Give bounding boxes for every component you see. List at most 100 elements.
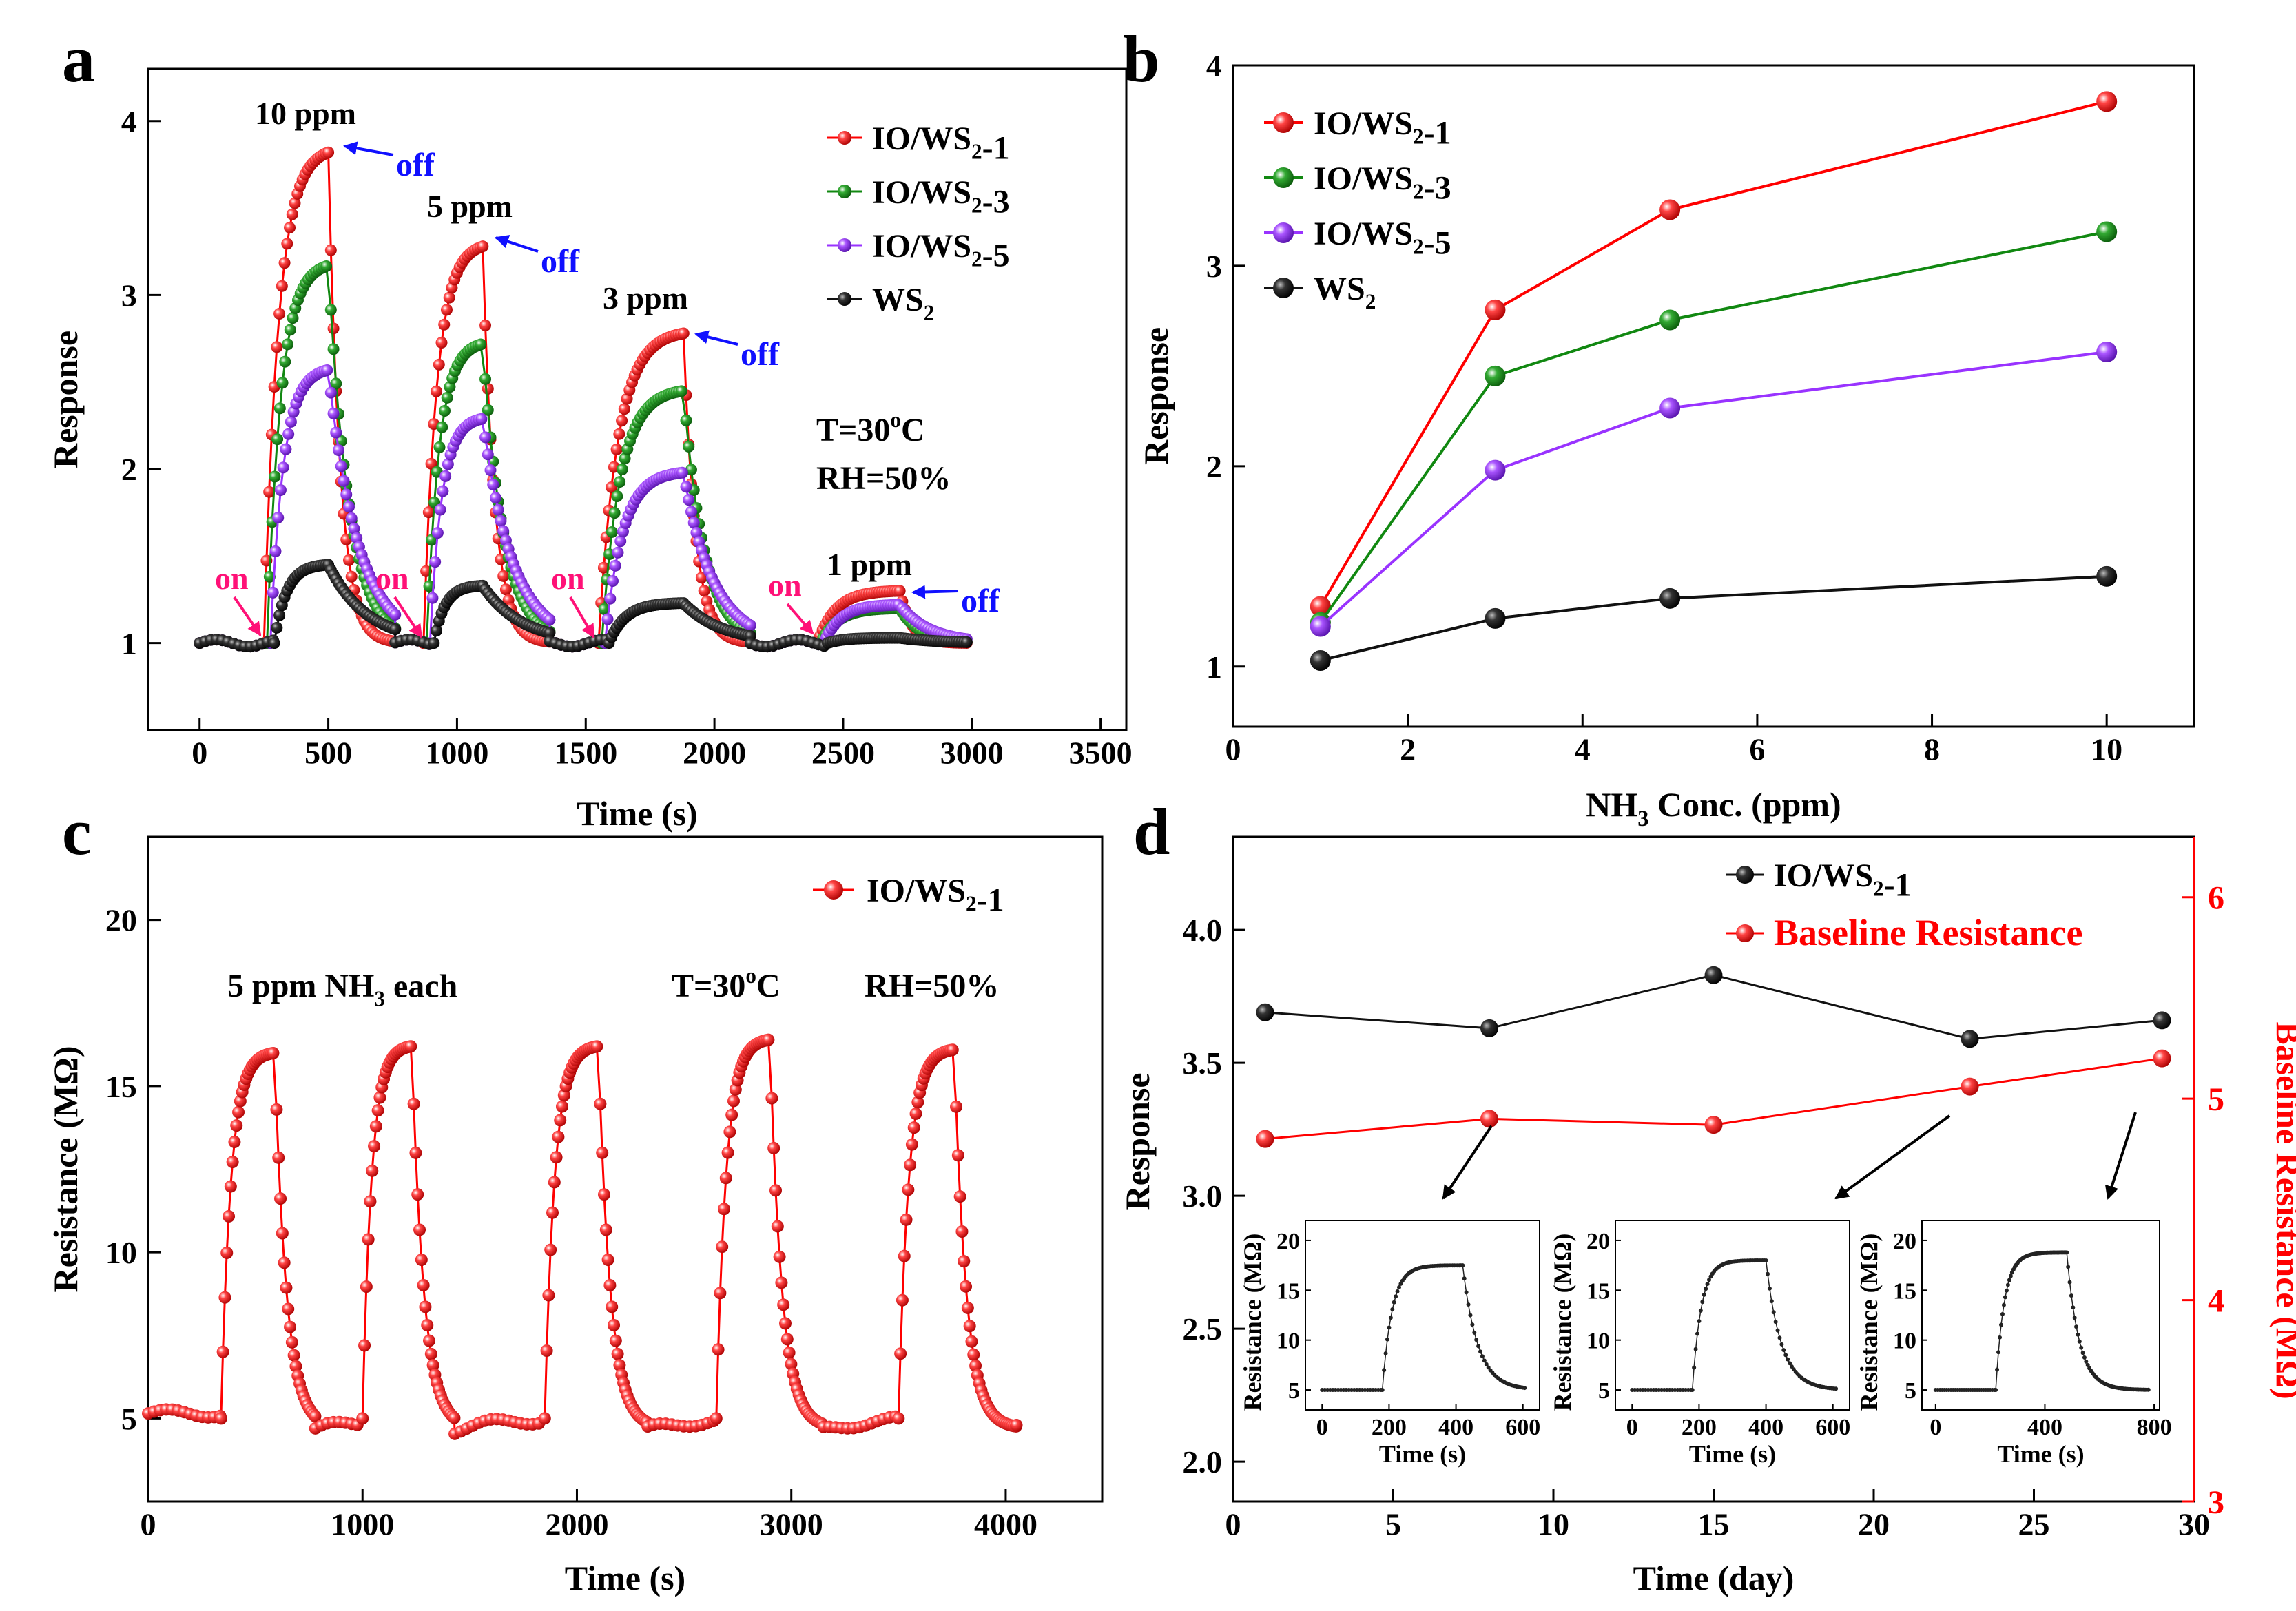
panel-a-point xyxy=(499,583,512,596)
panel-c-point xyxy=(710,1412,723,1425)
panel-d-inset-point xyxy=(1474,1338,1479,1342)
panel-a-ytick-label: 3 xyxy=(121,278,137,313)
panel-d-inset-ytick-label: 15 xyxy=(1586,1278,1610,1304)
panel-d-inset-xtick-label: 600 xyxy=(1815,1415,1850,1440)
panel-c-point xyxy=(270,1103,283,1116)
panel-b-series-line xyxy=(1320,574,2107,662)
panel-a-point xyxy=(482,404,494,416)
panel-a-point xyxy=(431,385,443,397)
panel-b-ylabel: Response xyxy=(1137,327,1175,465)
panel-c-ytick-label: 10 xyxy=(105,1235,137,1270)
panel-d-inset-ytick-label: 20 xyxy=(1893,1229,1916,1254)
panel-d-inset-point xyxy=(1472,1330,1477,1335)
panel-d-inset-ytick-label: 10 xyxy=(1893,1329,1916,1354)
panel-d-inset-point xyxy=(1388,1316,1393,1320)
panel-b-point xyxy=(2096,221,2118,242)
panel-d-inset-xlabel: Time (s) xyxy=(1379,1440,1466,1468)
panel-a-point xyxy=(327,322,340,335)
panel-a-point xyxy=(438,318,451,331)
panel-c-point xyxy=(609,1334,622,1347)
panel-d-xtick-label: 0 xyxy=(1225,1506,1241,1541)
panel-c-point xyxy=(285,1335,298,1349)
panel-d-inset-point xyxy=(2007,1278,2011,1282)
panel-a-point xyxy=(598,603,610,615)
panel-d-inset-point xyxy=(2076,1332,2080,1337)
panel-d-inset-point xyxy=(2004,1288,2009,1293)
panel-a-point xyxy=(289,197,301,209)
panel-a-legend-marker xyxy=(838,292,851,306)
panel-d-inset-ylabel: Resistance (MΩ) xyxy=(1239,1234,1266,1411)
panel-a-ytick-label: 1 xyxy=(121,626,137,661)
panel-a-point xyxy=(683,440,695,453)
panel-a-point xyxy=(607,574,619,587)
panel-a-point xyxy=(333,444,345,457)
panel-b-point xyxy=(1659,199,1681,220)
panel-a-point xyxy=(606,481,618,493)
panel-d-inset-ytick-label: 20 xyxy=(1276,1229,1300,1254)
panel-d-inset-xtick-label: 0 xyxy=(1930,1415,1941,1440)
panel-a-point xyxy=(443,291,455,304)
panel-a-point xyxy=(612,546,624,559)
panel-d-inset-point xyxy=(1834,1386,1839,1391)
panel-c-xtick-label: 1000 xyxy=(331,1506,394,1541)
panel-a-point xyxy=(435,336,448,349)
panel-d-inset-point xyxy=(2084,1359,2089,1364)
panel-d-inset-point xyxy=(1466,1302,1471,1307)
panel-c-point xyxy=(218,1291,231,1304)
panel-d-inset-point xyxy=(1390,1307,1395,1311)
panel-a-point xyxy=(271,341,283,353)
panel-d-inset-point xyxy=(1394,1294,1398,1299)
panel-a-point xyxy=(440,304,453,316)
panel-c-point xyxy=(411,1188,424,1201)
panel-a-point xyxy=(286,208,298,220)
panel-d-legend-marker xyxy=(1736,866,1754,884)
panel-b-point xyxy=(1310,616,1331,637)
panel-d-inset-point xyxy=(1693,1347,1698,1351)
panel-d-point xyxy=(2153,1049,2171,1068)
panel-c-point xyxy=(783,1346,796,1359)
panel-a-point xyxy=(389,608,402,621)
panel-d-inset-xtick-label: 800 xyxy=(2137,1415,2172,1440)
panel-c-point xyxy=(415,1254,428,1267)
panel-a-point xyxy=(437,485,449,497)
panel-c-point xyxy=(780,1333,794,1346)
panel-d-inset-bg xyxy=(1612,1217,1853,1413)
panel-d-inset-point xyxy=(1482,1358,1487,1363)
panel-d-inset-ytick-label: 15 xyxy=(1276,1278,1300,1304)
panel-c-point xyxy=(220,1246,234,1259)
panel-b-point xyxy=(1485,459,1506,481)
panel-c-point xyxy=(417,1278,430,1291)
panel-a-point xyxy=(423,580,435,592)
panel-c-point xyxy=(216,1345,229,1358)
panel-c-point xyxy=(775,1276,788,1289)
panel-a-conc-label: 5 ppm xyxy=(427,189,513,224)
panel-c-point xyxy=(546,1206,559,1219)
panel-c-ytick-label: 15 xyxy=(105,1069,137,1104)
panel-c-point xyxy=(224,1180,237,1193)
panel-b-xtick-label: 0 xyxy=(1225,731,1241,767)
panel-d-inset-point xyxy=(2146,1387,2151,1392)
panel-a-off-label: off xyxy=(741,336,780,373)
panel-d-inset-frame xyxy=(1615,1220,1850,1411)
panel-a-point xyxy=(492,503,504,516)
panel-b-point xyxy=(2096,342,2118,362)
panel-a-point xyxy=(685,506,697,518)
panel-c-point xyxy=(360,1280,373,1293)
panel-a-point xyxy=(426,592,439,604)
panel-d-inset-point xyxy=(1704,1287,1708,1291)
panel-a-point xyxy=(616,415,628,427)
panel-b-point xyxy=(2096,565,2118,587)
panel-d-xtick-label: 20 xyxy=(1858,1506,1890,1541)
panel-a-point xyxy=(680,414,692,426)
panel-a-point xyxy=(324,244,337,256)
panel-a-off-label: off xyxy=(541,243,580,280)
panel-d-inset-arrow xyxy=(2104,1112,2137,1200)
panel-b-series-line xyxy=(1319,351,2107,627)
panel-a-point xyxy=(345,512,358,524)
panel-d-inset-point xyxy=(1395,1289,1400,1294)
panel-d-inset-point xyxy=(1478,1349,1483,1354)
panel-b-legend-label: IO/WS2-3 xyxy=(1314,160,1451,206)
panel-a-point xyxy=(433,441,446,453)
panel-d-inset-point xyxy=(1775,1328,1780,1333)
panel-a-ytick-label: 2 xyxy=(121,452,137,487)
